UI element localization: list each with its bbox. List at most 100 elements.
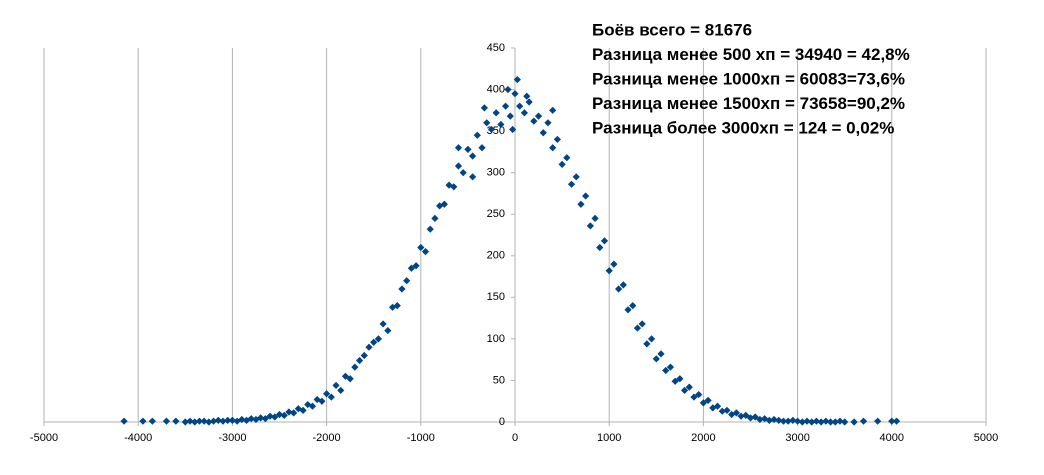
point <box>509 125 517 134</box>
point <box>393 302 401 310</box>
point <box>266 412 274 420</box>
point <box>290 409 298 417</box>
point <box>713 402 722 410</box>
y-tick-label: 400 <box>487 83 505 95</box>
point <box>511 90 519 98</box>
point <box>779 417 788 425</box>
point <box>506 112 514 120</box>
point <box>704 396 712 404</box>
point <box>464 145 472 153</box>
point <box>629 302 637 310</box>
annotation: Боёв всего = 81676 <box>592 20 752 39</box>
point <box>469 152 477 160</box>
x-tick-label: -1000 <box>407 432 435 444</box>
point <box>407 264 415 272</box>
point <box>275 410 284 419</box>
point <box>209 417 218 425</box>
y-tick-label: 450 <box>487 42 505 54</box>
point <box>567 180 576 188</box>
point <box>765 416 773 424</box>
y-tick-label: 300 <box>487 167 505 179</box>
x-tick-label: 4000 <box>880 432 904 444</box>
point <box>516 102 524 110</box>
point <box>238 415 246 424</box>
point <box>450 183 458 191</box>
point <box>478 144 486 152</box>
point <box>775 416 783 424</box>
point <box>181 418 189 426</box>
point <box>549 106 557 114</box>
point <box>676 375 684 383</box>
x-tick-label: -4000 <box>124 432 152 444</box>
point <box>388 303 397 311</box>
point <box>831 418 839 426</box>
point <box>473 131 481 139</box>
point <box>680 386 689 395</box>
point <box>817 418 825 426</box>
point <box>247 415 255 423</box>
point <box>492 109 500 117</box>
point <box>469 173 477 181</box>
point <box>403 277 411 285</box>
point <box>384 326 392 335</box>
point <box>803 417 811 425</box>
y-tick-label: 250 <box>487 208 505 220</box>
annotation: Разница менее 1000хп = 60083=73,6% <box>592 69 905 88</box>
point <box>662 366 670 375</box>
point <box>798 418 806 426</box>
point <box>784 417 792 425</box>
point <box>812 417 821 425</box>
point <box>186 417 194 425</box>
point <box>850 418 858 426</box>
point <box>280 411 288 419</box>
point <box>252 415 260 424</box>
y-tick-label: 50 <box>493 374 505 386</box>
point <box>261 415 269 423</box>
point <box>789 416 797 424</box>
point <box>888 417 896 425</box>
annotation: Разница менее 500 хп = 34940 = 42,8% <box>592 45 910 64</box>
point <box>412 262 420 270</box>
point <box>370 338 378 346</box>
point <box>826 418 835 426</box>
point <box>224 416 232 424</box>
point <box>544 119 552 127</box>
point <box>751 413 759 421</box>
x-tick-label: 0 <box>512 432 518 444</box>
point <box>892 417 901 425</box>
point <box>191 418 199 426</box>
point <box>619 281 627 289</box>
point <box>327 393 335 401</box>
x-tick-label: 1000 <box>597 432 621 444</box>
point <box>742 411 750 419</box>
point <box>534 112 543 120</box>
point <box>605 267 613 275</box>
point <box>228 416 236 424</box>
point <box>728 410 736 419</box>
point <box>699 399 707 407</box>
point <box>205 418 213 426</box>
point <box>859 417 868 425</box>
point <box>483 119 491 127</box>
point <box>379 320 387 328</box>
x-tick-label: 2000 <box>691 432 715 444</box>
point <box>332 381 340 390</box>
point <box>591 214 599 222</box>
point <box>874 417 882 425</box>
point <box>172 417 180 425</box>
point <box>685 383 693 391</box>
point <box>666 363 675 371</box>
point <box>513 75 521 84</box>
point <box>459 169 467 177</box>
point <box>318 397 326 405</box>
point <box>351 363 359 371</box>
point <box>586 222 594 230</box>
y-tick-label: 100 <box>487 333 505 345</box>
point <box>657 350 665 358</box>
point <box>615 285 623 293</box>
point <box>539 129 547 137</box>
point <box>732 409 740 417</box>
point <box>337 386 345 395</box>
point <box>365 343 373 351</box>
point <box>299 406 307 414</box>
